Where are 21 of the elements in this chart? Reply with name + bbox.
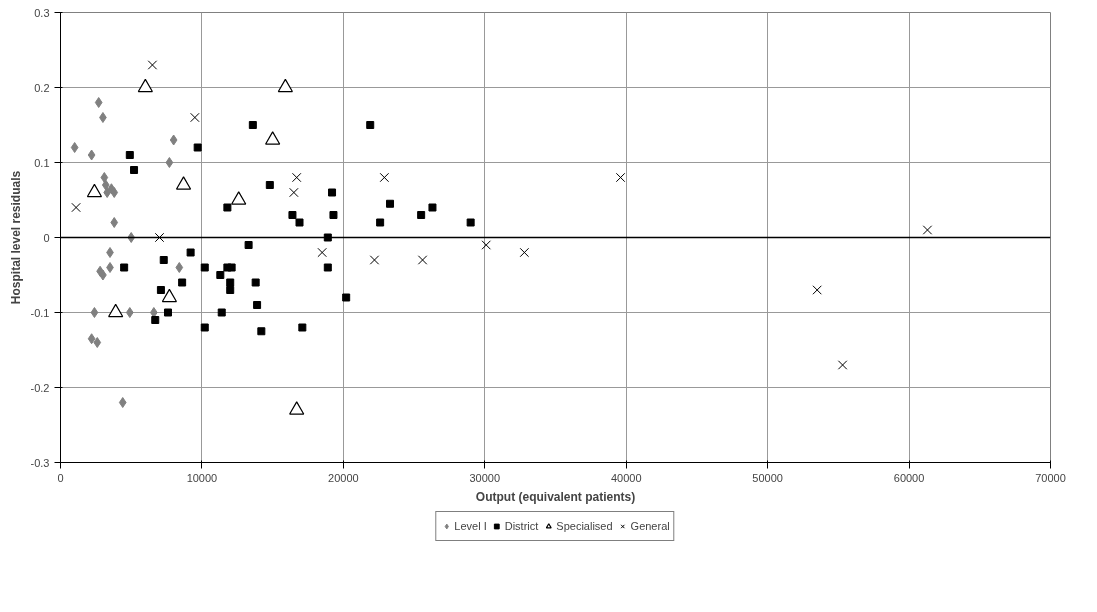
x-tick-label: 0 [57, 471, 64, 484]
x-tick-label: 40000 [610, 471, 642, 484]
legend-label: Specialised [556, 520, 613, 532]
y-axis-title: Hospital level residuals [8, 170, 23, 305]
x-tick-label: 50000 [752, 471, 783, 484]
y-tick-label: 0.1 [34, 156, 50, 169]
x-tick-label: 70000 [1035, 471, 1066, 484]
legend-label: Level I [454, 520, 487, 532]
y-tick-label: 0 [43, 231, 50, 244]
x-axis-title: Output (equivalent patients) [475, 489, 636, 504]
legend-label: District [504, 520, 539, 532]
y-tick-label: -0.2 [30, 381, 50, 394]
x-tick-label: 10000 [186, 471, 218, 484]
y-tick-label: -0.3 [30, 456, 50, 469]
legend-label: General [630, 520, 670, 532]
y-tick-label: -0.1 [30, 306, 50, 319]
x-tick-label: 20000 [328, 471, 359, 484]
y-tick-label: 0.2 [34, 81, 50, 94]
y-tick-label: 0.3 [34, 6, 50, 19]
x-tick-label: 30000 [469, 471, 501, 484]
x-tick-label: 60000 [893, 471, 925, 484]
